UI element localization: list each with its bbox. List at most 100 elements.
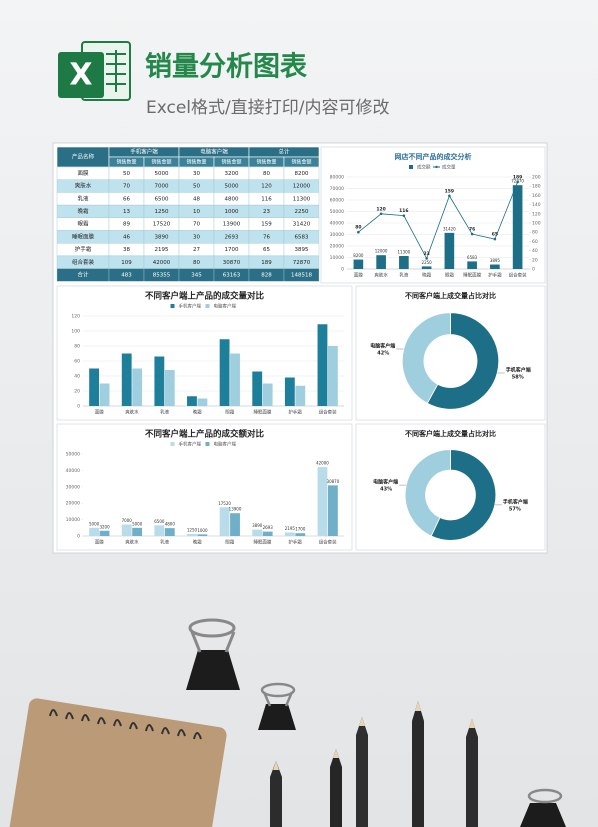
line-point — [402, 214, 406, 217]
y-tick-label: 60 — [74, 359, 80, 365]
bar — [317, 467, 328, 536]
y-tick-label: 100 — [71, 329, 80, 335]
cell-text: 50 — [193, 184, 200, 190]
bar — [219, 339, 230, 406]
x-tick-label: 乳液 — [160, 539, 169, 546]
data-label: 6500 — [154, 519, 165, 524]
bar — [99, 383, 110, 406]
value-label: 58% — [512, 374, 524, 380]
y-tick-label: 30000 — [330, 232, 344, 238]
legend-swatch — [435, 165, 438, 169]
data-label: 1700 — [295, 527, 306, 532]
cell-text: 38 — [123, 247, 130, 253]
cell-text: 120 — [261, 184, 272, 190]
data-label: 159 — [445, 188, 454, 194]
cell — [283, 268, 320, 282]
binder-clip-small — [258, 682, 296, 730]
cell-text: 爽肤水 — [75, 182, 92, 190]
logo-grid — [106, 50, 126, 92]
data-label: 76 — [469, 227, 475, 233]
x-tick-label: 护手霜 — [488, 272, 502, 279]
cell-text: 睡眠面膜 — [72, 232, 95, 240]
cell-text: 10 — [193, 209, 200, 215]
donut-segment — [426, 312, 500, 410]
bar — [262, 531, 273, 536]
bar — [399, 256, 409, 269]
cell-text: 护手霜 — [75, 245, 92, 253]
line-point — [357, 230, 360, 234]
cell-text: 116 — [261, 196, 272, 202]
header-text: 销售金额 — [151, 159, 171, 166]
y-tick-label: 40 — [74, 374, 80, 380]
cell-text: 17520 — [153, 222, 171, 228]
cell-text: 3895 — [295, 247, 309, 253]
cell-text: 483 — [121, 272, 132, 278]
cell-text: 6500 — [155, 196, 169, 202]
category-label: 手机客户端 — [503, 498, 528, 505]
legend-swatch — [205, 442, 210, 446]
category-label: 手机客户端 — [506, 366, 531, 373]
bar — [121, 353, 132, 406]
cell-text: 31420 — [293, 222, 311, 228]
data-label: 3200 — [99, 524, 110, 529]
y-tick-label: 20 — [74, 389, 80, 395]
cell-text: 2693 — [225, 234, 239, 240]
data-label: 120 — [376, 206, 385, 212]
cell-text: 2250 — [295, 209, 309, 215]
line-point — [470, 232, 474, 236]
cell-text: 70 — [123, 184, 130, 190]
bar — [197, 534, 208, 536]
bar — [230, 353, 240, 406]
cell-text: 13900 — [223, 222, 241, 228]
data-label: 42000 — [316, 461, 329, 466]
legend-label: 成交量 — [442, 164, 456, 171]
bar — [284, 377, 295, 406]
data-label: 12000 — [375, 249, 388, 254]
cell-text: 72870 — [293, 260, 311, 266]
data-label: 31420 — [443, 226, 456, 231]
data-label: 30870 — [327, 479, 340, 484]
x-tick-label: 眼霜 — [225, 410, 234, 416]
header-text: 总计 — [278, 148, 290, 156]
value-label: 42% — [377, 351, 389, 357]
bar — [376, 255, 386, 269]
y2-tick-label: 160 — [532, 193, 541, 199]
y2-tick-label: 80 — [532, 230, 538, 236]
cell-text: 189 — [261, 260, 272, 266]
category-label: 电脑客户端 — [370, 343, 395, 350]
x-tick-label: 晚霜 — [422, 272, 431, 279]
bar — [327, 485, 338, 536]
logo-badge — [58, 52, 104, 98]
bar — [89, 527, 100, 536]
data-label: 80 — [355, 225, 361, 231]
y-tick-label: 50000 — [330, 209, 344, 215]
category-label: 电脑客户端 — [373, 479, 398, 486]
data-label: 11300 — [398, 250, 411, 255]
cell-text: 3200 — [225, 171, 239, 177]
y-tick-label: 30000 — [66, 484, 80, 490]
y2-tick-label: 20 — [532, 257, 538, 263]
x-tick-label: 面膜 — [95, 539, 104, 546]
y2-tick-label: 40 — [532, 248, 538, 254]
cell-text: 76 — [263, 234, 270, 240]
y2-tick-label: 100 — [532, 221, 541, 227]
bar — [353, 259, 364, 269]
x-tick-label: 组合套装 — [319, 409, 337, 416]
notebook — [9, 698, 227, 827]
x-tick-label: 爽肤水 — [125, 539, 139, 546]
bar — [132, 527, 143, 536]
header-text: 销售金额 — [291, 159, 311, 166]
value-label: 43% — [380, 487, 392, 493]
cell-text: 30870 — [223, 260, 241, 266]
x-tick-label: 睡眠面膜 — [463, 272, 481, 279]
bar — [467, 261, 477, 269]
cell-text: 65 — [263, 247, 270, 253]
cell-text: 6583 — [295, 234, 309, 240]
cell-text: 159 — [261, 222, 272, 228]
cell-text: 85355 — [153, 272, 171, 278]
y-tick-label: 70000 — [330, 186, 344, 192]
cell-text: 50 — [123, 171, 130, 177]
cell-text: 4800 — [225, 196, 239, 202]
cell-text: 3890 — [155, 234, 169, 240]
line — [358, 181, 518, 260]
